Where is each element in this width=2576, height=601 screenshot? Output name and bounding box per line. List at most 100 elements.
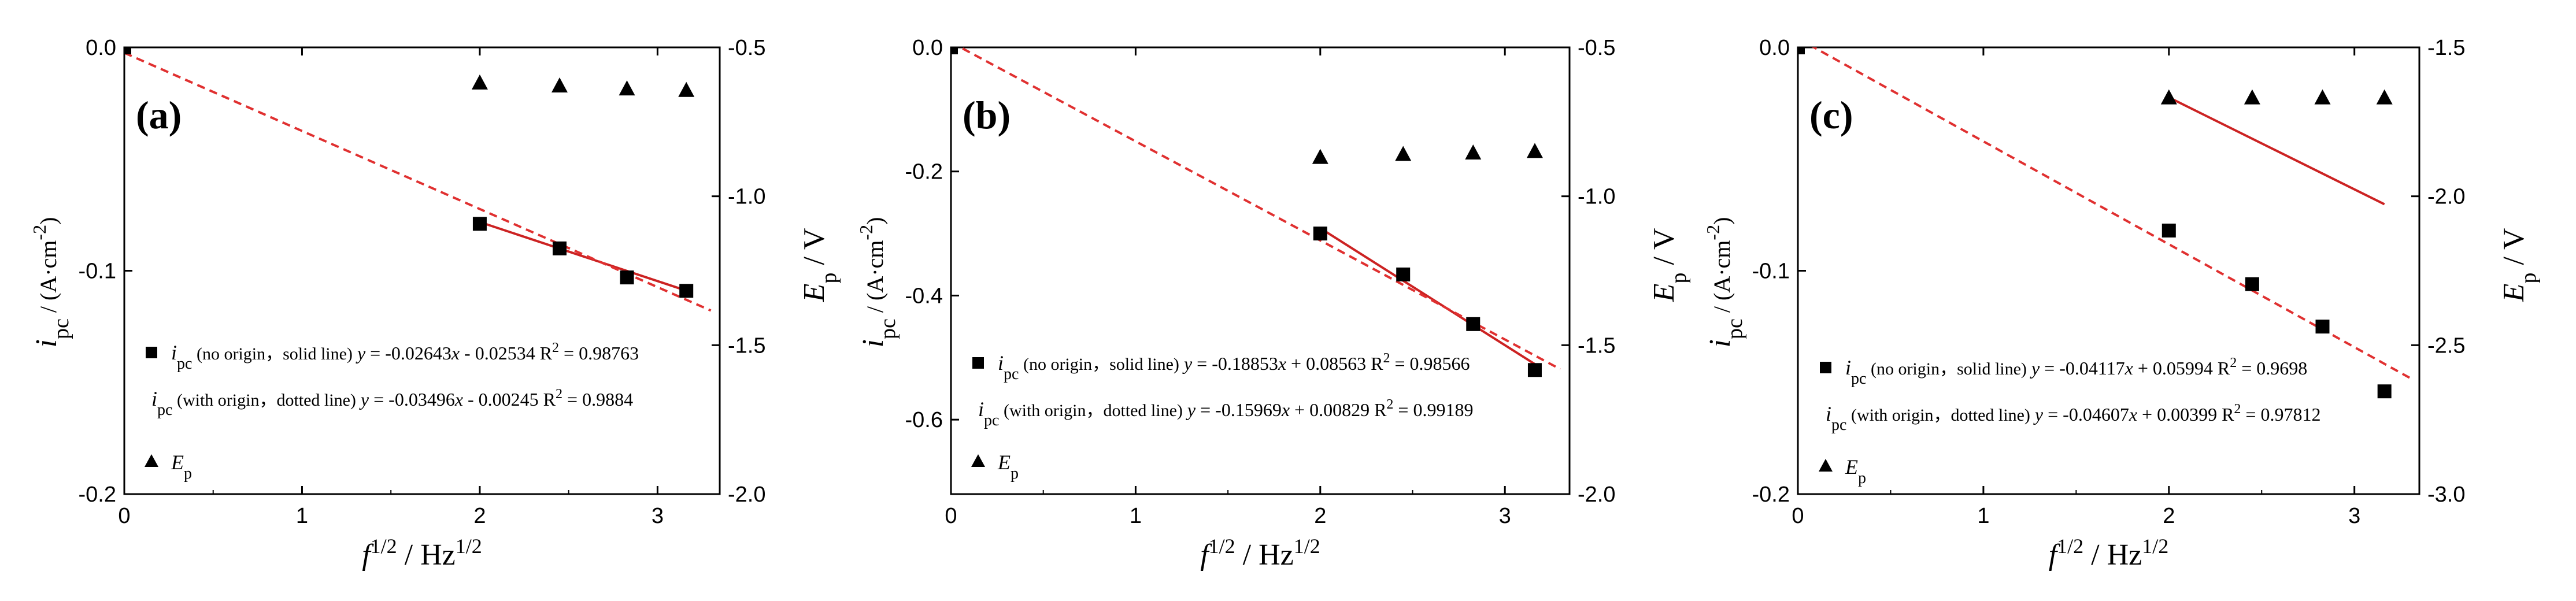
y-right-tick-label: -3.0	[2427, 483, 2465, 507]
legend-item: Ep	[971, 451, 1019, 483]
x-tick-label: 2	[2163, 504, 2175, 528]
y-left-title-base: i	[1704, 339, 1737, 347]
legend-label-base: i	[998, 351, 1004, 374]
legend-triangle-marker	[1819, 459, 1833, 472]
legend-label: Ep	[171, 451, 192, 483]
fit-line-no-origin	[2168, 96, 2385, 206]
y-right-title-sub: p	[1667, 273, 1691, 284]
y-right-title-base: E	[798, 284, 831, 303]
x-tick-label: 1	[1130, 504, 1142, 528]
legend-label-base: E	[997, 451, 1011, 474]
x-tick-label: 0	[118, 504, 130, 528]
legend-eq-y: y	[356, 389, 369, 410]
legend-eq-y: y	[2027, 358, 2040, 379]
x-axis-title-sup: 1/2	[1209, 535, 1235, 558]
legend-label-sub: pc	[1851, 370, 1866, 388]
y-left-tick-label: -0.1	[79, 259, 116, 284]
y-right-tick-label: -0.5	[1578, 36, 1615, 60]
x-axis-title-sup: 1/2	[371, 535, 397, 558]
ipc-point	[2162, 223, 2176, 238]
legend-label-base: i	[171, 341, 177, 364]
legend-label-rest: (no origin，solid line)	[192, 344, 352, 363]
y-left-axis-title: ipc / (A·cm-2)	[29, 217, 73, 348]
legend-eq-r2-sup: 2	[556, 387, 562, 402]
legend-eq-slope: = -0.18853	[1192, 353, 1278, 374]
x-axis-title-sup: 1/2	[2142, 535, 2168, 558]
legend-eq-r2-sup: 2	[552, 340, 559, 355]
x-axis-title: f1/2 / Hz1/2	[2049, 535, 2169, 572]
ipc-point	[552, 241, 567, 255]
y-right-tick-label: -0.5	[728, 36, 765, 60]
y-right-tick-label: -1.0	[1578, 185, 1615, 209]
ep-point	[2314, 89, 2331, 105]
y-right-tick-label: -1.5	[1578, 333, 1615, 358]
legend-eq-r2-value: = 0.97812	[2241, 404, 2320, 425]
legend-label-sub: pc	[984, 411, 999, 429]
y-left-tick-label: 0.0	[1759, 36, 1790, 60]
legend-label-base: i	[151, 387, 157, 410]
legend-item: Ep	[1819, 455, 1866, 487]
legend-label-base: i	[978, 398, 984, 421]
y-right-title-base: E	[1648, 284, 1681, 303]
y-left-title-unit: / (A·cm	[35, 240, 61, 319]
x-tick-label: 3	[2348, 504, 2360, 528]
y-left-tick-label: 0.0	[912, 36, 943, 60]
fit-lines	[958, 47, 1561, 370]
legend-item: ipc (with origin，dotted line) y = -0.034…	[151, 387, 633, 419]
panel-label: (a)	[136, 93, 182, 137]
y-left-axis-title: ipc / (A·cm-2)	[1702, 217, 1747, 348]
legend-item: ipc (with origin，dotted line) y = -0.046…	[1826, 402, 2320, 434]
x-axis-title-unit: / Hz	[397, 539, 456, 572]
legend-label: ipc (no origin，solid line) y = -0.02643x…	[171, 340, 639, 373]
y-right-tick-label: -1.5	[728, 333, 765, 358]
legend-eq-intercept: + 0.00399 R	[2137, 404, 2234, 425]
ep-point	[1526, 143, 1543, 158]
y-right-title-sub: p	[2516, 273, 2541, 284]
y-left-tick-label: -0.2	[79, 483, 116, 507]
legend-item: Ep	[145, 451, 192, 483]
y-right-tick-label: -1.0	[728, 185, 765, 209]
legend-eq-x: x	[1278, 353, 1286, 374]
fit-lines	[1811, 47, 2411, 379]
legend-eq-r2-value: = 0.9884	[562, 389, 633, 410]
ep-point	[1395, 146, 1412, 161]
legend-item: ipc (no origin，solid line) y = -0.02643x…	[146, 340, 639, 373]
legend-eq-r2-sup: 2	[2234, 402, 2241, 417]
legend-eq-x: x	[454, 389, 463, 410]
y-left-tick-label: -0.2	[1752, 483, 1790, 507]
legend-eq-r2-sup: 2	[2230, 355, 2237, 370]
fit-line-no-origin	[1319, 227, 1536, 365]
y-right-title-unit: / V	[2497, 228, 2530, 273]
y-left-axis-title: ipc / (A·cm-2)	[856, 217, 900, 348]
ipc-point	[1798, 47, 1805, 54]
legend-label-base: E	[1845, 455, 1858, 478]
legend-eq-y: y	[1179, 353, 1193, 374]
y-right-title-sub: p	[817, 273, 841, 284]
panel-label: (b)	[963, 93, 1011, 137]
legend-eq-intercept: + 0.08563 R	[1286, 353, 1383, 374]
y-left-title-close: )	[862, 217, 888, 225]
ep-point	[678, 81, 695, 97]
y-right-title-unit: / V	[798, 228, 831, 273]
fit-line-with-origin	[1811, 47, 2411, 379]
x-tick-label: 1	[1977, 504, 1989, 528]
ipc-point	[124, 47, 131, 54]
y-left-title-sup: -2	[856, 225, 876, 240]
y-left-title-base: i	[857, 339, 890, 347]
ipc-point	[2245, 277, 2259, 291]
legend-eq-intercept: - 0.02534 R	[460, 343, 553, 363]
ep-point	[551, 77, 568, 92]
chart-panel-2: 0 1 2 3 0.0 -0.2 -0.4 -0.6 -0.5 -1.0 -1.5 -2.0 (b) f1…	[856, 36, 1691, 572]
legend-eq-x: x	[2125, 358, 2133, 379]
legend-eq-r2-value: = 0.98566	[1390, 353, 1470, 374]
x-tick-label: 1	[296, 504, 308, 528]
legend-eq-y: y	[1183, 399, 1196, 420]
y-left-title-sup: -2	[1702, 225, 1723, 240]
legend-eq-r2-value: = 0.99189	[1393, 399, 1473, 420]
ep-point	[471, 74, 488, 90]
legend-eq-x: x	[1281, 399, 1290, 420]
y-left-title-base: i	[30, 339, 63, 347]
y-left-title-close: )	[35, 217, 61, 225]
legend-eq-intercept: - 0.00245 R	[463, 389, 556, 410]
